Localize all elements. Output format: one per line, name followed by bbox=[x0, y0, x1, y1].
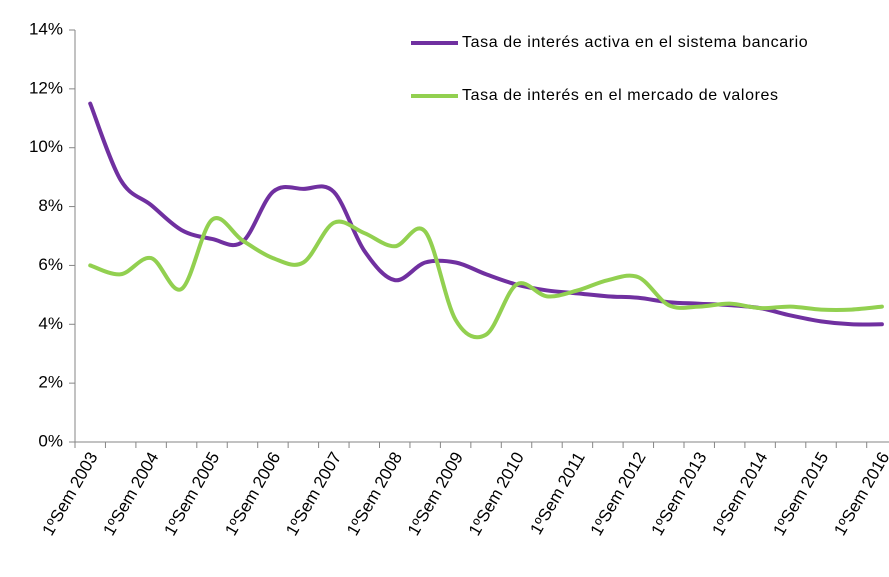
x-tick-label: 1ºSem 2012 bbox=[587, 449, 650, 539]
y-tick-label: 2% bbox=[38, 373, 63, 392]
y-tick-label: 0% bbox=[38, 431, 63, 450]
legend-label: Tasa de interés en el mercado de valores bbox=[462, 87, 779, 104]
y-tick-label: 6% bbox=[38, 255, 63, 274]
line-series bbox=[88, 101, 884, 327]
y-tick-label: 14% bbox=[29, 19, 63, 38]
x-tick-label: 1ºSem 2009 bbox=[404, 449, 467, 539]
x-tick-label: 1ºSem 2013 bbox=[648, 449, 711, 539]
x-tick-label: 1ºSem 2004 bbox=[99, 449, 162, 539]
x-tick-label: 1ºSem 2008 bbox=[343, 449, 406, 539]
legend-label: Tasa de interés activa en el sistema ban… bbox=[462, 34, 808, 51]
x-tick-label: 1ºSem 2016 bbox=[830, 449, 889, 539]
x-tick-label: 1ºSem 2007 bbox=[282, 449, 345, 539]
x-tick-label: 1ºSem 2010 bbox=[465, 449, 528, 539]
y-tick-label: 4% bbox=[38, 314, 63, 333]
y-tick-label: 10% bbox=[29, 137, 63, 156]
x-tick-label: 1ºSem 2003 bbox=[39, 449, 102, 539]
y-tick-label: 8% bbox=[38, 196, 63, 215]
line-series bbox=[88, 216, 884, 340]
x-tick-label: 1ºSem 2014 bbox=[708, 449, 771, 539]
x-tick-label: 1ºSem 2015 bbox=[769, 449, 832, 539]
x-tick-label: 1ºSem 2005 bbox=[160, 449, 223, 539]
x-tick-label: 1ºSem 2006 bbox=[221, 449, 284, 539]
y-tick-label: 12% bbox=[29, 78, 63, 97]
x-tick-label: 1ºSem 2011 bbox=[526, 449, 588, 538]
